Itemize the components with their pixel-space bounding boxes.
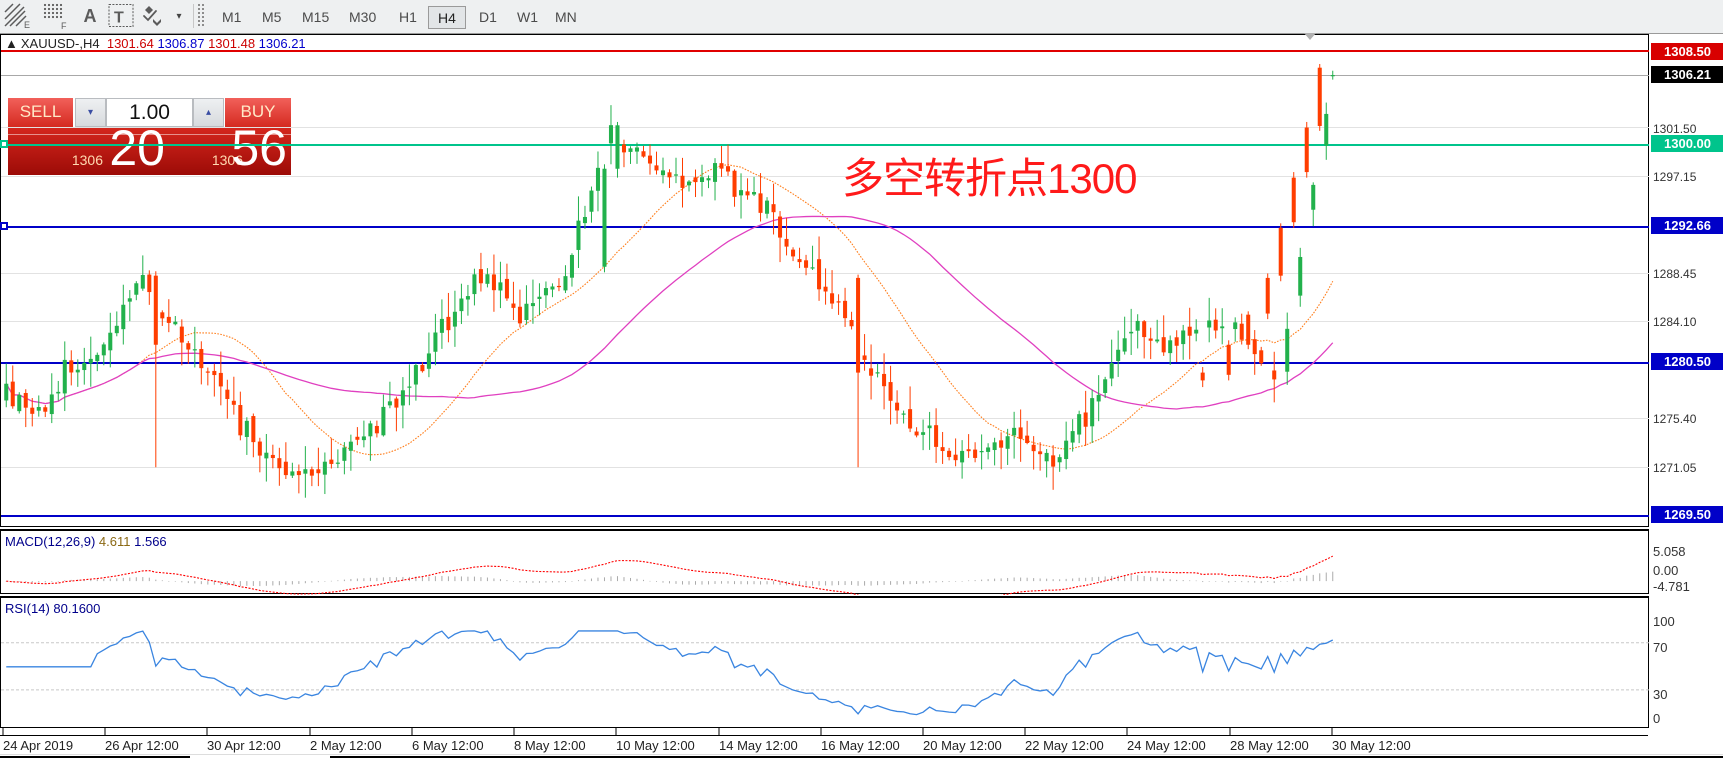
svg-text:F: F bbox=[61, 21, 67, 30]
svg-text:T: T bbox=[114, 10, 124, 27]
svg-text:E: E bbox=[24, 20, 30, 30]
